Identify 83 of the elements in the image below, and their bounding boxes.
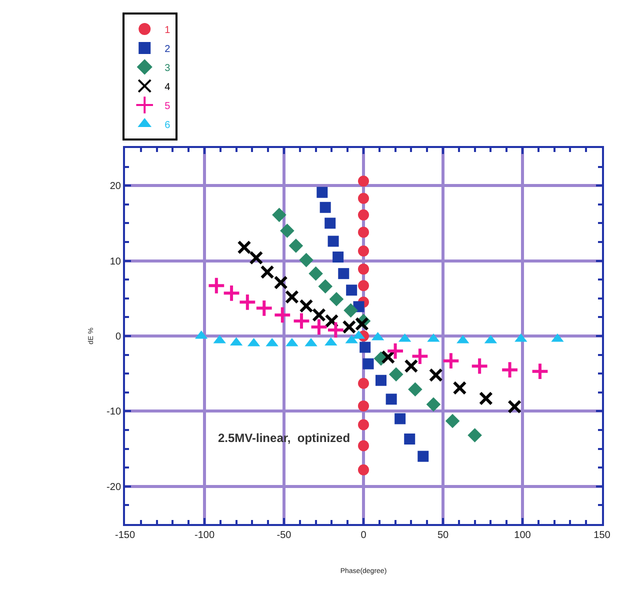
point — [358, 280, 369, 292]
point — [292, 312, 311, 330]
point — [318, 279, 332, 294]
point — [249, 250, 264, 265]
point — [332, 252, 344, 263]
legend-label: 1 — [164, 24, 171, 36]
x-tick-label: -150 — [114, 530, 136, 541]
point — [358, 464, 369, 476]
point — [346, 284, 358, 296]
point — [478, 391, 493, 406]
point — [358, 400, 369, 412]
point — [238, 292, 257, 312]
point — [358, 440, 369, 452]
y-tick-label: -10 — [106, 406, 122, 418]
point — [508, 400, 522, 414]
point — [358, 192, 369, 204]
y-tick-label: -20 — [106, 482, 122, 493]
y-tick-label: 10 — [110, 256, 122, 268]
point — [284, 290, 299, 304]
point — [428, 368, 443, 382]
x-tick-label: -100 — [194, 530, 215, 541]
x-tick-label: 100 — [514, 530, 532, 541]
point — [426, 397, 441, 412]
point — [358, 246, 369, 257]
point — [442, 352, 460, 370]
point — [328, 236, 339, 247]
point — [280, 224, 294, 238]
point — [329, 292, 344, 306]
point — [312, 308, 326, 322]
x-tick-label: 50 — [437, 530, 449, 541]
point — [260, 265, 274, 280]
point — [344, 303, 358, 318]
point — [358, 226, 369, 238]
point — [470, 356, 489, 376]
point — [530, 362, 550, 381]
point — [358, 378, 369, 389]
point — [418, 450, 429, 462]
point — [410, 347, 430, 366]
point — [404, 434, 416, 445]
x-tick-label: 150 — [594, 530, 611, 541]
point — [308, 266, 323, 281]
point — [320, 202, 331, 213]
y-tick-label: 0 — [115, 332, 122, 342]
y-tick-label: 20 — [110, 181, 122, 192]
point — [272, 208, 286, 222]
point — [408, 382, 422, 397]
point — [358, 209, 369, 220]
legend-label: 4 — [164, 82, 171, 93]
point — [274, 276, 288, 290]
point — [310, 318, 328, 336]
point — [362, 358, 374, 370]
point — [375, 374, 386, 386]
point — [299, 298, 314, 313]
legend-label: 3 — [164, 62, 171, 74]
point — [207, 276, 226, 295]
point — [360, 342, 371, 353]
point — [273, 306, 292, 324]
point — [299, 252, 314, 268]
point — [358, 176, 369, 187]
point — [445, 414, 460, 428]
point — [288, 238, 304, 253]
legend-label: 6 — [164, 120, 171, 131]
point — [468, 428, 482, 442]
point — [394, 413, 406, 424]
point — [500, 360, 519, 380]
point — [388, 367, 404, 382]
point — [358, 419, 369, 430]
point — [386, 394, 397, 405]
point — [358, 264, 369, 275]
point — [222, 284, 241, 302]
point — [452, 380, 467, 395]
point — [386, 342, 404, 360]
point — [338, 268, 350, 280]
point — [404, 359, 418, 374]
x-tick-label: 0 — [360, 530, 367, 541]
point — [324, 218, 336, 229]
x-tick-label: -50 — [276, 530, 292, 541]
legend-label: 5 — [164, 100, 171, 112]
point — [237, 240, 252, 254]
point — [326, 320, 345, 340]
point — [254, 298, 274, 318]
point — [316, 186, 328, 198]
legend-label: 2 — [164, 44, 171, 55]
